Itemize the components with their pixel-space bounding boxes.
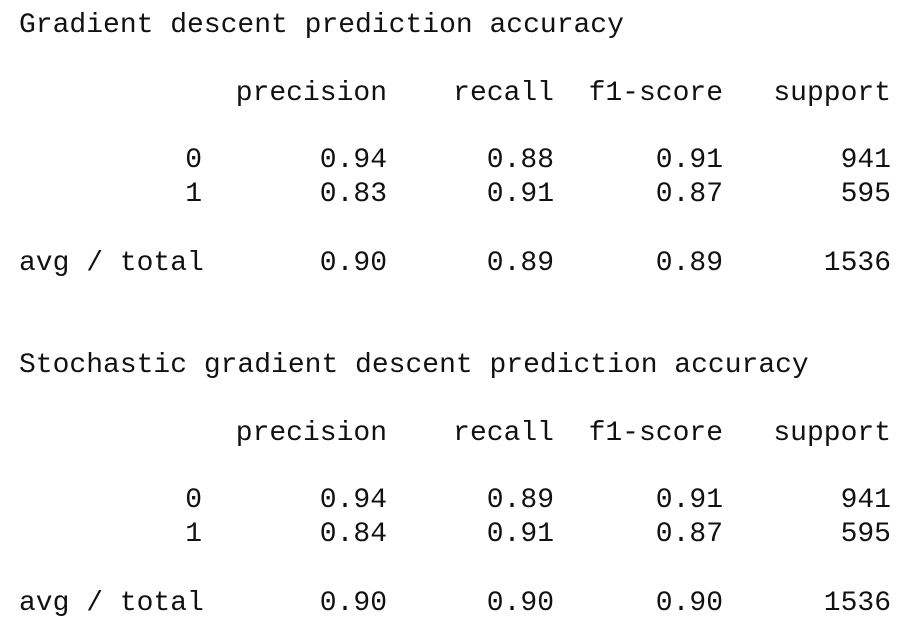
precision-value: 0.94 [319,145,387,176]
header-recall: recall [453,78,554,109]
header-support: support [773,418,891,449]
header-support: support [773,78,891,109]
report-title: Gradient descent prediction accuracy [19,10,624,41]
header-precision: precision [235,418,387,449]
header-row: precision recall f1-score support [19,76,891,112]
header-recall: recall [453,418,554,449]
support-value: 1536 [823,588,891,619]
support-value: 595 [840,519,891,550]
precision-value: 0.90 [319,588,387,619]
precision-value: 0.90 [319,248,387,279]
f1-score-value: 0.91 [655,485,723,516]
header-row: precision recall f1-score support [19,416,891,452]
recall-value: 0.90 [486,588,554,619]
recall-value: 0.89 [486,485,554,516]
avg-total-row: avg / total 0.90 0.89 0.89 1536 [19,246,891,282]
recall-value: 0.91 [486,519,554,550]
header-f1-score: f1-score [588,78,723,109]
support-value: 1536 [823,248,891,279]
class-label: 0 [185,145,202,176]
f1-score-value: 0.87 [655,179,723,210]
class-label: 0 [185,485,202,516]
recall-value: 0.91 [486,179,554,210]
table-row: 1 0.83 0.91 0.87 595 [19,177,891,213]
support-value: 941 [840,145,891,176]
precision-value: 0.94 [319,485,387,516]
table-row: 1 0.84 0.91 0.87 595 [19,517,891,553]
report-title: Stochastic gradient descent prediction a… [19,350,809,381]
support-value: 941 [840,485,891,516]
header-precision: precision [235,78,387,109]
table-row: 0 0.94 0.88 0.91 941 [19,143,891,179]
recall-value: 0.88 [486,145,554,176]
avg-total-row: avg / total 0.90 0.90 0.90 1536 [19,586,891,622]
header-f1-score: f1-score [588,418,723,449]
support-value: 595 [840,179,891,210]
class-label: 1 [185,179,202,210]
avg-total-label: avg / total [19,588,204,619]
precision-value: 0.84 [319,519,387,550]
recall-value: 0.89 [486,248,554,279]
f1-score-value: 0.89 [655,248,723,279]
f1-score-value: 0.91 [655,145,723,176]
class-label: 1 [185,519,202,550]
avg-total-label: avg / total [19,248,204,279]
f1-score-value: 0.90 [655,588,723,619]
table-row: 0 0.94 0.89 0.91 941 [19,483,891,519]
f1-score-value: 0.87 [655,519,723,550]
precision-value: 0.83 [319,179,387,210]
